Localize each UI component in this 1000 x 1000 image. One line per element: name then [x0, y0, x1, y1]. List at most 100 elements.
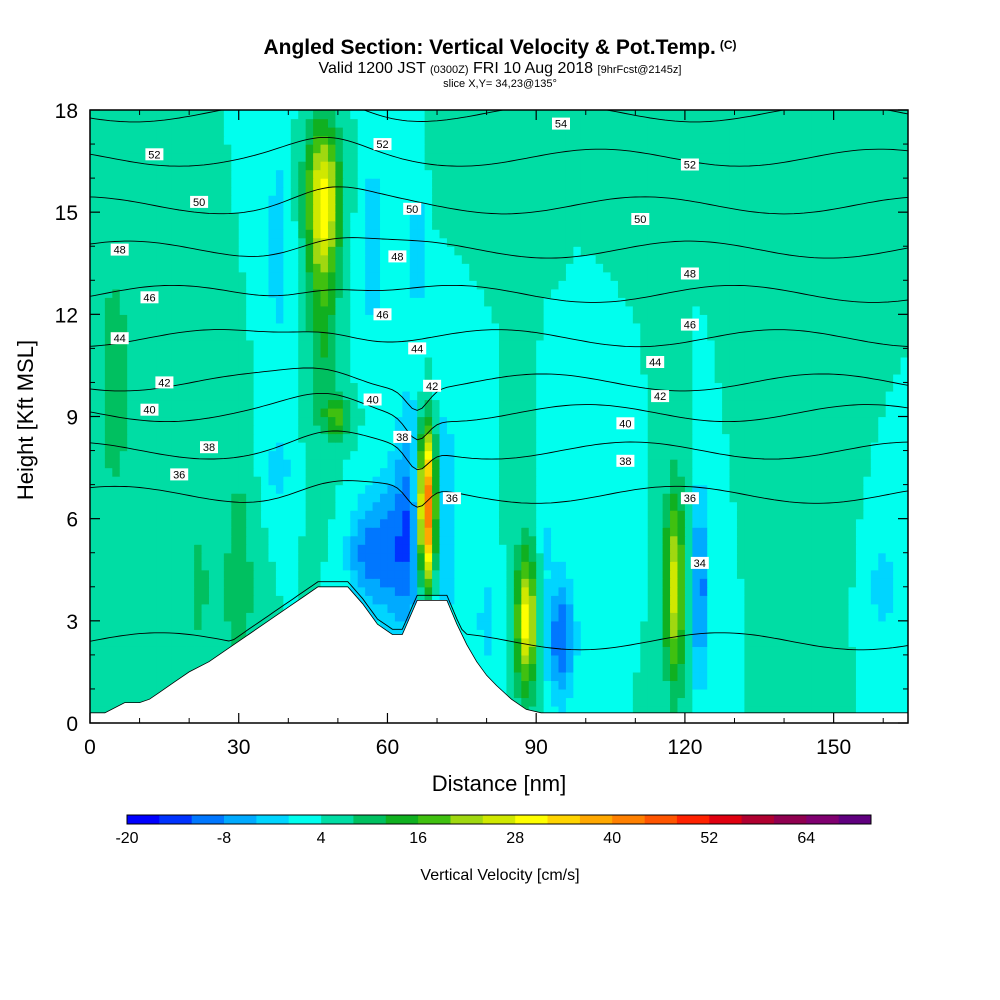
velocity-cell	[647, 518, 656, 528]
velocity-cell	[774, 339, 783, 349]
velocity-cell	[491, 390, 500, 401]
velocity-cell	[647, 484, 656, 494]
velocity-cell	[662, 578, 671, 588]
velocity-cell	[662, 467, 671, 477]
velocity-cell	[536, 561, 545, 571]
velocity-cell	[246, 416, 255, 426]
velocity-cell	[848, 450, 857, 460]
velocity-cell	[893, 442, 902, 452]
velocity-cell	[491, 561, 500, 571]
velocity-cell	[692, 433, 701, 443]
velocity-cell	[811, 680, 820, 690]
velocity-cell	[112, 654, 121, 664]
velocity-cell	[707, 561, 716, 571]
velocity-cell	[335, 399, 344, 409]
velocity-cell	[484, 373, 493, 384]
velocity-cell	[543, 654, 552, 664]
velocity-cell	[275, 535, 284, 545]
velocity-cell	[759, 365, 768, 375]
velocity-cell	[863, 339, 872, 349]
velocity-cell	[848, 603, 857, 613]
velocity-cell	[484, 339, 493, 349]
velocity-cell	[855, 348, 864, 358]
velocity-cell	[722, 442, 731, 452]
velocity-cell	[142, 510, 151, 520]
velocity-cell	[729, 569, 738, 579]
velocity-cell	[357, 339, 366, 349]
velocity-cell	[112, 339, 121, 349]
velocity-cell	[707, 671, 716, 682]
velocity-cell	[803, 459, 812, 469]
velocity-cell	[216, 373, 225, 384]
velocity-cell	[156, 646, 165, 656]
velocity-cell	[149, 688, 158, 699]
velocity-cell	[751, 705, 760, 716]
velocity-cell	[253, 569, 262, 579]
velocity-cell	[885, 612, 894, 622]
velocity-cell	[699, 476, 708, 486]
velocity-cell	[692, 348, 701, 358]
velocity-cell	[841, 518, 850, 528]
velocity-cell	[186, 416, 195, 426]
velocity-cell	[625, 561, 634, 571]
velocity-cell	[461, 578, 470, 588]
velocity-cell	[610, 373, 619, 384]
velocity-cell	[186, 637, 195, 647]
velocity-cell	[439, 578, 448, 588]
velocity-cell	[194, 561, 203, 571]
velocity-cell	[194, 442, 203, 452]
velocity-cell	[246, 603, 255, 613]
velocity-cell	[491, 595, 500, 605]
velocity-cell	[692, 637, 701, 647]
velocity-cell	[714, 339, 723, 349]
velocity-cell	[90, 459, 99, 469]
velocity-cell	[610, 433, 619, 443]
velocity-cell	[826, 569, 835, 579]
velocity-cell	[134, 518, 143, 528]
velocity-cell	[446, 569, 455, 579]
velocity-cell	[632, 535, 641, 545]
velocity-cell	[372, 535, 381, 545]
velocity-cell	[134, 339, 143, 349]
velocity-cell	[759, 484, 768, 494]
velocity-cell	[603, 637, 612, 647]
velocity-cell	[766, 620, 775, 630]
velocity-cell	[573, 654, 582, 664]
velocity-cell	[194, 331, 203, 341]
velocity-cell	[380, 416, 389, 426]
velocity-cell	[432, 544, 441, 554]
velocity-cell	[327, 578, 336, 588]
velocity-cell	[461, 450, 470, 460]
velocity-cell	[305, 382, 314, 392]
velocity-cell	[722, 569, 731, 579]
velocity-cell	[692, 382, 701, 392]
velocity-cell	[275, 407, 284, 418]
velocity-cell	[781, 586, 790, 596]
velocity-cell	[476, 407, 485, 418]
velocity-cell	[714, 382, 723, 392]
velocity-cell	[171, 629, 180, 639]
velocity-cell	[223, 365, 232, 375]
velocity-cell	[863, 552, 872, 562]
velocity-cell	[298, 407, 307, 418]
velocity-cell	[655, 416, 664, 426]
velocity-cell	[617, 671, 627, 682]
velocity-cell	[387, 552, 396, 562]
velocity-cell	[870, 535, 879, 545]
velocity-cell	[238, 544, 247, 554]
velocity-cell	[699, 493, 708, 503]
velocity-cell	[736, 459, 745, 469]
velocity-cell	[900, 535, 908, 545]
velocity-cell	[432, 467, 441, 477]
velocity-cell	[751, 697, 760, 707]
velocity-cell	[670, 399, 679, 409]
velocity-cell	[662, 629, 671, 639]
velocity-cell	[699, 671, 708, 682]
velocity-cell	[186, 365, 195, 375]
velocity-cell	[632, 348, 641, 358]
velocity-cell	[261, 552, 270, 562]
velocity-cell	[803, 373, 812, 384]
velocity-cell	[142, 535, 151, 545]
velocity-cell	[528, 484, 537, 494]
velocity-cell	[655, 646, 664, 656]
